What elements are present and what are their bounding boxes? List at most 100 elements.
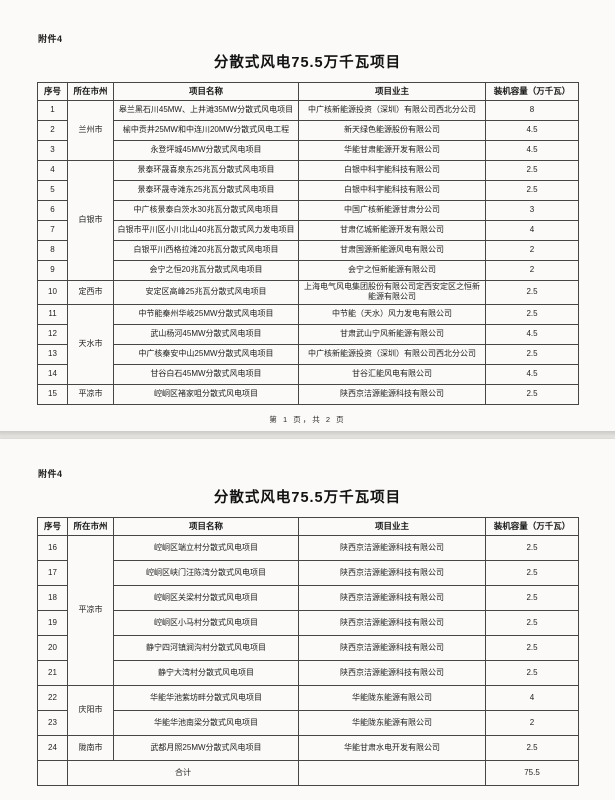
cell-owner: 甘肃国源新能源风电有限公司 — [298, 240, 486, 261]
cell-seq: 21 — [37, 660, 68, 686]
cell-project: 榆中贡井25MW和中连川20MW分散式风电工程 — [113, 120, 299, 141]
cell-capacity: 2 — [485, 710, 579, 736]
cell-project: 白银平川西格拉滩20兆瓦分散式风电项目 — [113, 240, 299, 261]
table-row: 22 庆阳市 华能华池紫坊畔分散式风电项目 华能陇东能源有限公司 4 — [37, 685, 579, 736]
cell-seq: 7 — [37, 220, 68, 241]
cell-project: 皋兰黑石川45MW、上井滩35MW分散式风电项目 — [113, 100, 299, 121]
cell-owner: 白银中科宇能科技有限公司 — [298, 160, 486, 181]
cell-owner: 华能陇东能源有限公司 — [298, 685, 486, 711]
attachment-label: 附件4 — [38, 469, 63, 479]
page-number-footer: 第 1 页，共 2 页 — [269, 414, 346, 424]
total-row: 合计 75.5 — [37, 760, 579, 786]
table-row: 14 甘谷白石45MW分散式风电项目 甘谷汇能风电有限公司 4.5 — [37, 363, 579, 385]
table-row: 8 白银平川西格拉滩20兆瓦分散式风电项目 甘肃国源新能源风电有限公司 2 — [37, 240, 579, 261]
cell-capacity: 4.5 — [485, 363, 579, 385]
column-header-0: 序号 — [37, 82, 68, 101]
cell-total-label: 合计 — [67, 760, 299, 786]
cell-capacity: 2.5 — [485, 660, 579, 686]
cell-capacity: 2.5 — [485, 180, 579, 201]
table-header-row: 序号 所在市州 项目名称 项目业主 装机容量（万千瓦） — [37, 517, 579, 536]
table-row: 18 崆峒区关梁村分散式风电项目 陕西京洁源能源科技有限公司 2.5 — [37, 585, 579, 611]
column-header-3: 项目业主 — [298, 517, 486, 536]
column-header-4: 装机容量（万千瓦） — [485, 517, 579, 536]
cell-seq: 4 — [37, 160, 68, 181]
table-row: 16 平凉市 崆峒区端立村分散式风电项目 陕西京洁源能源科技有限公司 2.5 — [37, 535, 579, 686]
cell-project: 中节能秦州华岐25MW分散式风电项目 — [113, 303, 299, 325]
cell-project: 华能华池南梁分散式风电项目 — [113, 710, 299, 736]
projects-table-page-2: 序号 所在市州 项目名称 项目业主 装机容量（万千瓦） 16 平凉市 崆峒区端立村分散式风电… — [37, 517, 579, 786]
table-row: 17 崆峒区峡门汪陈湾分散式风电项目 陕西京洁源能源科技有限公司 2.5 — [37, 560, 579, 586]
cell-owner: 会宁之恒新能源有限公司 — [298, 260, 486, 281]
cell-project: 白银市平川区小川北山40兆瓦分散式风力发电项目 — [113, 220, 299, 241]
cell-seq: 14 — [37, 363, 68, 385]
cell-owner: 陕西京洁源能源科技有限公司 — [298, 585, 486, 611]
cell-capacity: 3 — [485, 200, 579, 221]
column-header-1: 所在市州 — [67, 517, 114, 536]
cell-project: 武山杨河45MW分散式风电项目 — [113, 323, 299, 345]
cell-owner: 陕西京洁源能源科技有限公司 — [298, 610, 486, 636]
cell-project: 永登坪城45MW分散式风电项目 — [113, 140, 299, 161]
cell-project: 崆峒区褚家咀分散式风电项目 — [113, 383, 299, 405]
cell-seq: 15 — [37, 383, 68, 405]
cell-seq: 9 — [37, 260, 68, 281]
cell-seq: 17 — [37, 560, 68, 586]
table-row: 1 兰州市 皋兰黑石川45MW、上井滩35MW分散式风电项目 中广核新能源投资（深圳）… — [37, 100, 579, 161]
cell-seq: 23 — [37, 710, 68, 736]
cell-owner: 陕西京洁源能源科技有限公司 — [298, 660, 486, 686]
cell-seq: 10 — [37, 280, 68, 305]
cell-seq: 16 — [37, 535, 68, 561]
cell-owner: 白银中科宇能科技有限公司 — [298, 180, 486, 201]
page-1: 附件4 分散式风电75.5万千瓦项目 序号 所在市州 项目名称 项目业主 装机容量（万千… — [0, 0, 615, 431]
cell-project: 会宁之恒20兆瓦分散式风电项目 — [113, 260, 299, 281]
cell-seq: 24 — [37, 735, 68, 761]
cell-capacity: 2.5 — [485, 635, 579, 661]
cell-capacity: 2.5 — [485, 280, 579, 305]
column-header-2: 项目名称 — [113, 517, 299, 536]
table-row: 10 定西市 安定区高峰25兆瓦分散式风电项目 上海电气风电集团股份有限公司定西安定区… — [37, 280, 579, 305]
cell-project: 崆峒区关梁村分散式风电项目 — [113, 585, 299, 611]
cell-owner: 陕西京洁源能源科技有限公司 — [298, 635, 486, 661]
page-break-divider — [0, 431, 615, 439]
cell-city: 白银市 — [67, 160, 114, 281]
cell-owner: 华能甘肃水电开发有限公司 — [298, 735, 486, 761]
cell-capacity: 2.5 — [485, 343, 579, 365]
cell-owner: 甘肃武山宁风新能源有限公司 — [298, 323, 486, 345]
table-header-row: 序号 所在市州 项目名称 项目业主 装机容量（万千瓦） — [37, 82, 579, 101]
cell-project: 景泰环晟寺滩东25兆瓦分散式风电项目 — [113, 180, 299, 201]
cell-capacity: 2 — [485, 260, 579, 281]
cell-owner: 陕西京洁源能源科技有限公司 — [298, 535, 486, 561]
cell-owner-empty — [298, 760, 486, 786]
cell-project: 崆峒区峡门汪陈湾分散式风电项目 — [113, 560, 299, 586]
projects-table-page-1: 序号 所在市州 项目名称 项目业主 装机容量（万千瓦） 1 兰州市 皋兰黑石川45MW、上井… — [37, 82, 579, 405]
cell-seq: 19 — [37, 610, 68, 636]
cell-seq: 22 — [37, 685, 68, 711]
cell-capacity: 8 — [485, 100, 579, 121]
cell-capacity: 2 — [485, 240, 579, 261]
table-row: 21 静宁大湾村分散式风电项目 陕西京洁源能源科技有限公司 2.5 — [37, 660, 579, 686]
table-row: 20 静宁四河镇涧沟村分散式风电项目 陕西京洁源能源科技有限公司 2.5 — [37, 635, 579, 661]
table-row: 9 会宁之恒20兆瓦分散式风电项目 会宁之恒新能源有限公司 2 — [37, 260, 579, 281]
cell-project: 崆峒区端立村分散式风电项目 — [113, 535, 299, 561]
cell-capacity: 2.5 — [485, 735, 579, 761]
cell-city: 平凉市 — [67, 535, 114, 686]
cell-owner: 陕西京洁源能源科技有限公司 — [298, 383, 486, 405]
cell-seq — [37, 760, 68, 786]
cell-seq: 11 — [37, 303, 68, 325]
cell-seq: 3 — [37, 140, 68, 161]
table-row: 19 崆峒区小马村分散式风电项目 陕西京洁源能源科技有限公司 2.5 — [37, 610, 579, 636]
cell-capacity: 2.5 — [485, 160, 579, 181]
table-row: 11 天水市 中节能秦州华岐25MW分散式风电项目 中节能（天水）风力发电有限公司 2.… — [37, 303, 579, 385]
page-title: 分散式风电75.5万千瓦项目 — [213, 490, 402, 506]
cell-city: 平凉市 — [67, 383, 114, 405]
cell-seq: 1 — [37, 100, 68, 121]
cell-owner: 中节能（天水）风力发电有限公司 — [298, 303, 486, 325]
cell-owner: 华能陇东能源有限公司 — [298, 710, 486, 736]
cell-project: 武都月照25MW分散式风电项目 — [113, 735, 299, 761]
cell-capacity: 4.5 — [485, 120, 579, 141]
cell-seq: 18 — [37, 585, 68, 611]
table-row: 12 武山杨河45MW分散式风电项目 甘肃武山宁风新能源有限公司 4.5 — [37, 323, 579, 345]
cell-capacity: 2.5 — [485, 535, 579, 561]
cell-project: 甘谷白石45MW分散式风电项目 — [113, 363, 299, 385]
cell-project: 景泰环晟喜泉东25兆瓦分散式风电项目 — [113, 160, 299, 181]
cell-capacity: 4 — [485, 220, 579, 241]
